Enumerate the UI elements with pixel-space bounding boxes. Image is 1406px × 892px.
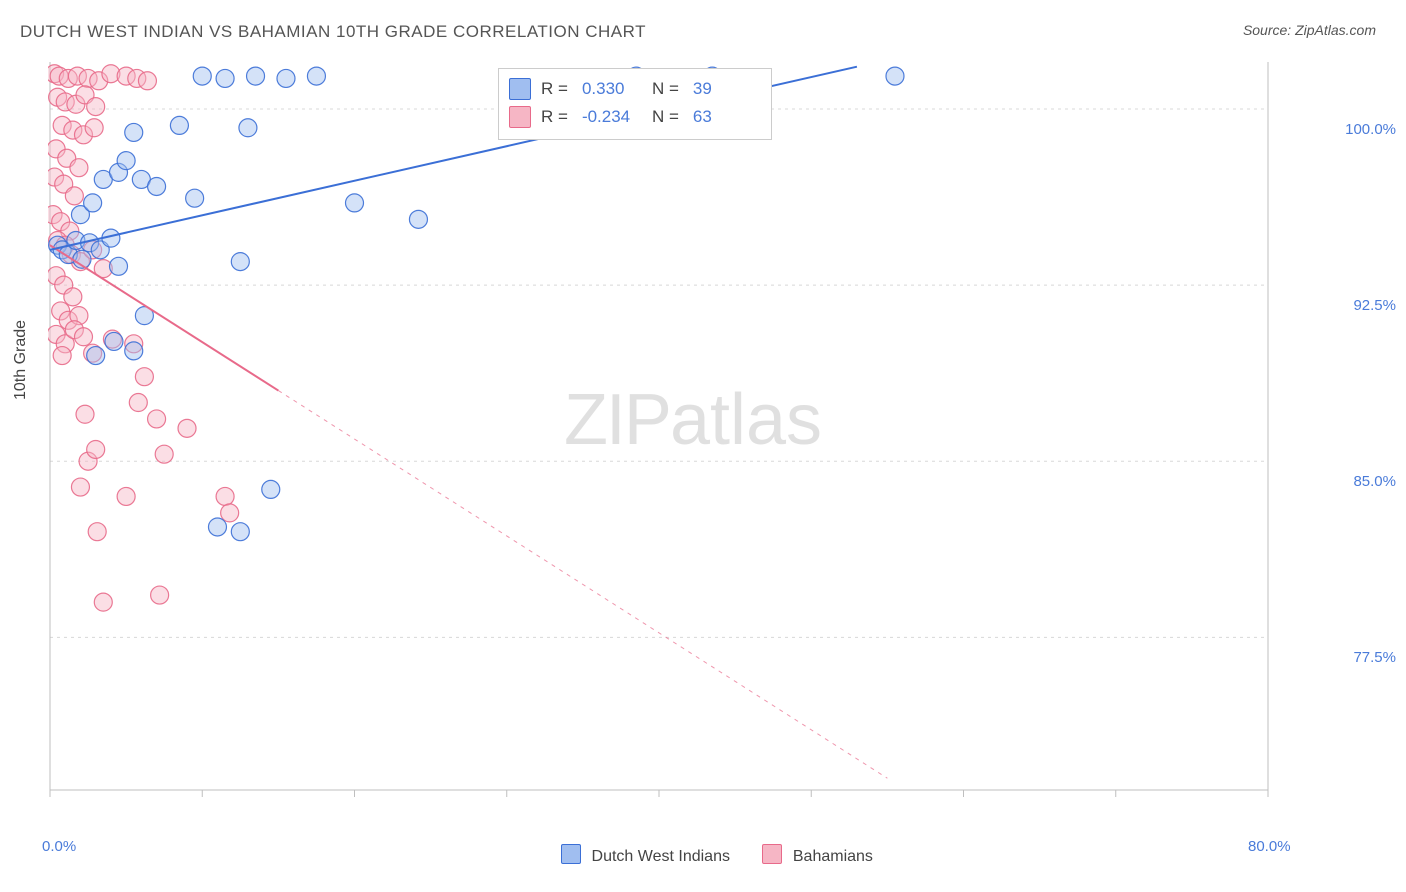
correlation-legend: R = 0.330 N = 39 R = -0.234 N = 63 [498,68,772,140]
y-tick-label: 92.5% [1353,297,1396,314]
legend-row: R = 0.330 N = 39 [509,75,753,103]
legend-r-label: R = [541,103,568,131]
y-axis-label: 10th Grade [12,320,30,400]
source-label: Source: ZipAtlas.com [1243,22,1376,38]
y-tick-label: 77.5% [1353,649,1396,666]
bottom-swatch-bahamians [762,844,782,864]
legend-row: R = -0.234 N = 63 [509,103,753,131]
legend-swatch-dutch [509,78,531,100]
legend-n-label: N = [652,75,679,103]
legend-n-value-dutch: 39 [693,75,753,103]
y-tick-label: 100.0% [1345,121,1396,138]
bottom-legend: Dutch West Indians Bahamians [0,844,1406,866]
scatter-svg [48,60,1338,810]
legend-r-label: R = [541,75,568,103]
legend-n-value-bahamians: 63 [693,103,753,131]
bottom-label-dutch: Dutch West Indians [592,848,730,865]
legend-r-value-dutch: 0.330 [582,75,642,103]
legend-n-label: N = [652,103,679,131]
legend-r-value-bahamians: -0.234 [582,103,642,131]
bottom-swatch-dutch [561,844,581,864]
legend-swatch-bahamians [509,106,531,128]
bottom-label-bahamians: Bahamians [793,848,873,865]
y-tick-label: 85.0% [1353,473,1396,490]
plot-area: R = 0.330 N = 39 R = -0.234 N = 63 ZIPat… [48,60,1338,810]
chart-title: DUTCH WEST INDIAN VS BAHAMIAN 10TH GRADE… [20,22,646,42]
